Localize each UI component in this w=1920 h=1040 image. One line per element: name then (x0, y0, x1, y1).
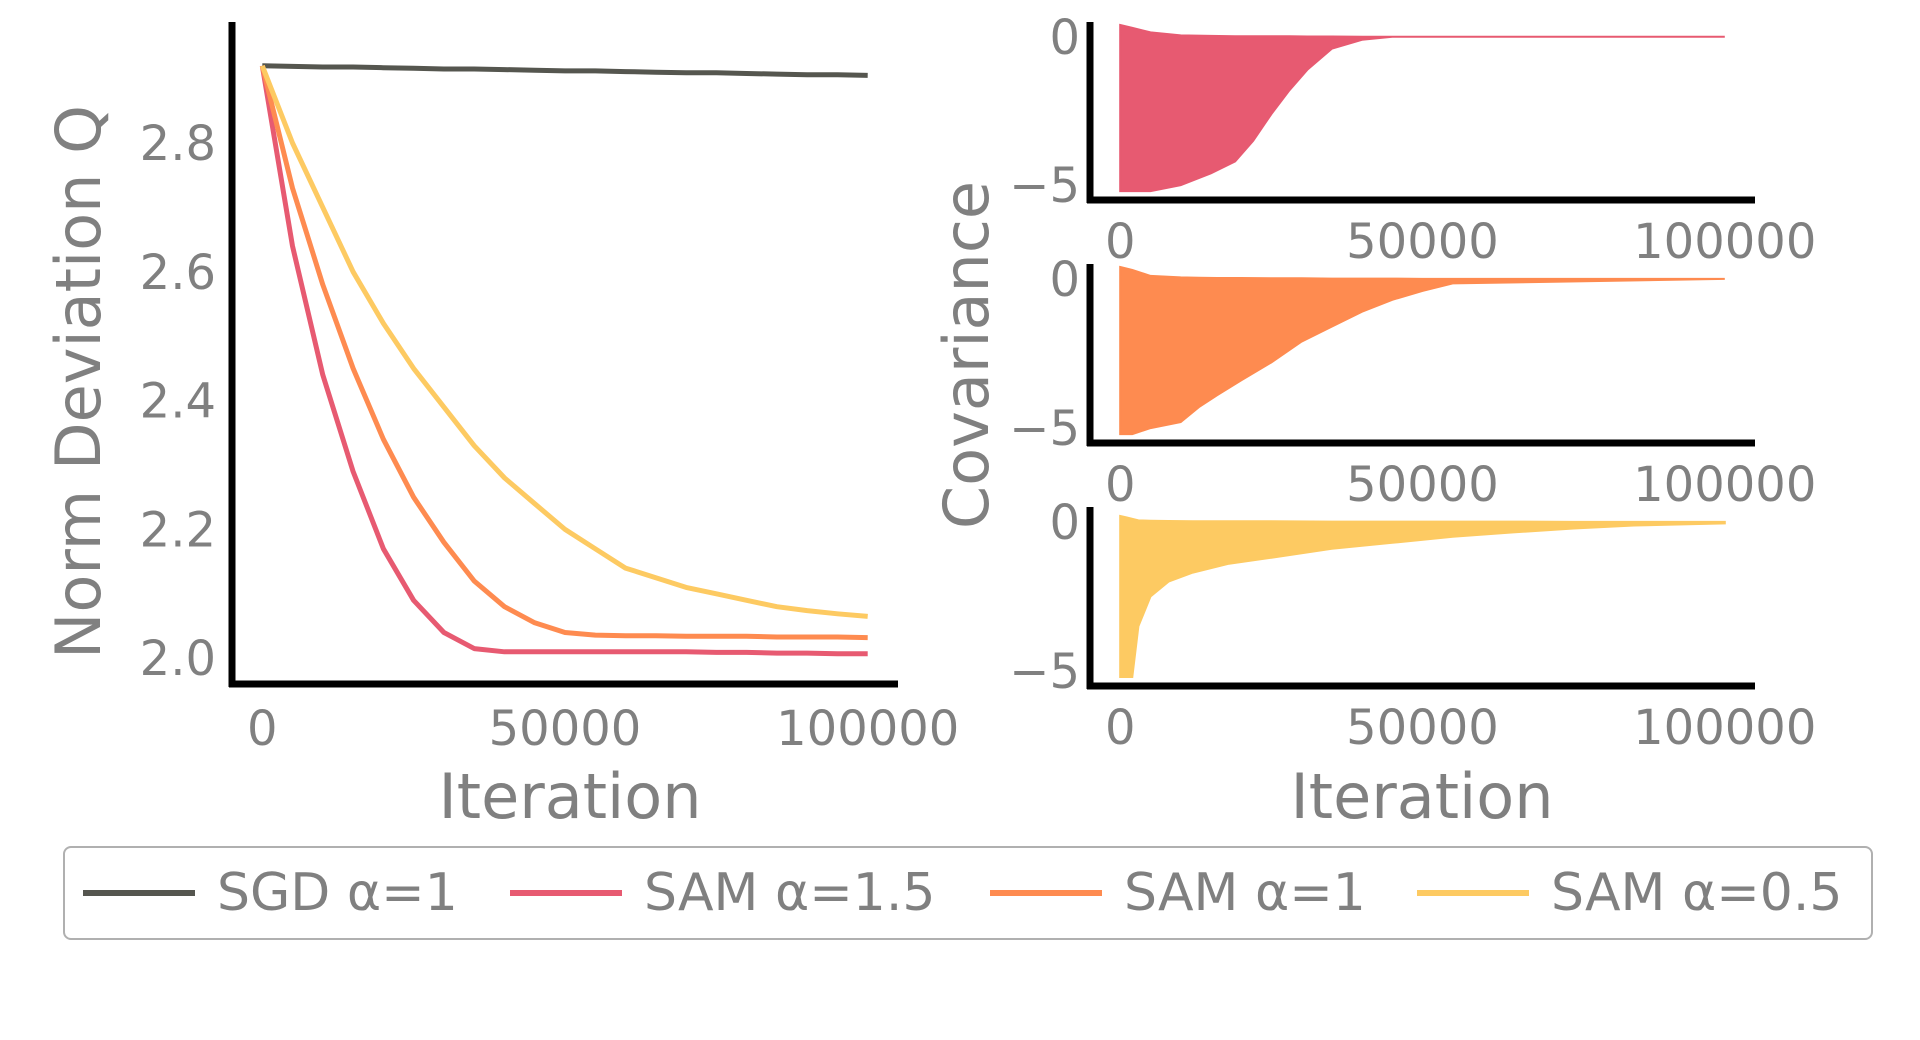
panel-y-tick-label: 0 (1049, 495, 1080, 551)
legend-swatch-sam-1 (990, 890, 1102, 896)
covariance-panel-0: −5 0 0 50000 100000 (1009, 10, 1816, 270)
legend-item-sam-1-5: SAM α=1.5 (510, 848, 935, 938)
panel-x-tick-label: 0 (1105, 457, 1136, 513)
covariance-band-2 (1119, 514, 1726, 678)
covariance-panel-2: −5 0 0 50000 100000 (1009, 495, 1816, 756)
series-line-3 (259, 64, 868, 619)
panel-x-tick-label: 0 (1105, 700, 1136, 756)
legend-label-sam-0-5: SAM α=0.5 (1551, 863, 1843, 923)
panel-x-tick-label: 50000 (1346, 700, 1499, 756)
legend-item-sgd: SGD α=1 (83, 848, 458, 938)
covariance-band-0 (1119, 23, 1725, 193)
panel-y-tick-label: 0 (1049, 252, 1080, 308)
x-tick-label: 0 (247, 701, 278, 757)
covariance-band-1 (1119, 265, 1725, 436)
panel-x-tick-label: 0 (1105, 214, 1136, 270)
panel-x-tick-label: 100000 (1633, 457, 1816, 513)
y-axis-label: Norm Deviation Q (42, 105, 115, 659)
norm-deviation-chart: 2.0 2.2 2.4 2.6 2.8 0 50000 100000 Iteration Norm… (42, 22, 959, 833)
panel-x-tick-label: 50000 (1346, 214, 1499, 270)
legend-swatch-sam-0-5 (1417, 890, 1529, 896)
x-tick-label: 100000 (776, 701, 959, 757)
covariance-y-axis-label: Covariance (930, 181, 1003, 529)
y-tick-label: 2.4 (140, 374, 216, 430)
panel-x-tick-label: 100000 (1633, 214, 1816, 270)
covariance-panel-1: −5 0 0 50000 100000 (1009, 252, 1816, 513)
y-tick-label: 2.6 (140, 245, 216, 301)
panel-x-tick-label: 50000 (1346, 457, 1499, 513)
legend-item-sam-1: SAM α=1 (990, 848, 1366, 938)
legend-swatch-sam-1-5 (510, 890, 622, 896)
covariance-x-axis-label: Iteration (1291, 760, 1554, 833)
panel-y-tick-label: −5 (1009, 401, 1080, 457)
panel-y-tick-label: −5 (1009, 158, 1080, 214)
panel-y-tick-label: −5 (1009, 644, 1080, 700)
legend: SGD α=1 SAM α=1.5 SAM α=1 SAM α=0.5 (63, 846, 1873, 940)
x-axis-label: Iteration (439, 760, 702, 833)
panel-y-tick-label: 0 (1049, 10, 1080, 66)
series-line-1 (259, 65, 868, 657)
panel-x-tick-label: 100000 (1633, 700, 1816, 756)
legend-item-sam-0-5: SAM α=0.5 (1417, 848, 1842, 938)
y-tick-label: 2.2 (140, 502, 216, 558)
legend-swatch-sgd (83, 890, 195, 896)
covariance-charts: −500 50000 100000−500 50000 100000−500 50000 1… (930, 10, 1816, 833)
y-tick-label: 2.0 (140, 631, 216, 687)
legend-label-sgd: SGD α=1 (217, 863, 458, 923)
legend-label-sam-1-5: SAM α=1.5 (644, 863, 936, 923)
legend-label-sam-1: SAM α=1 (1124, 863, 1366, 923)
series-line-0 (262, 63, 868, 78)
x-tick-label: 50000 (489, 701, 642, 757)
y-tick-label: 2.8 (140, 116, 216, 172)
series-line-2 (259, 65, 868, 641)
